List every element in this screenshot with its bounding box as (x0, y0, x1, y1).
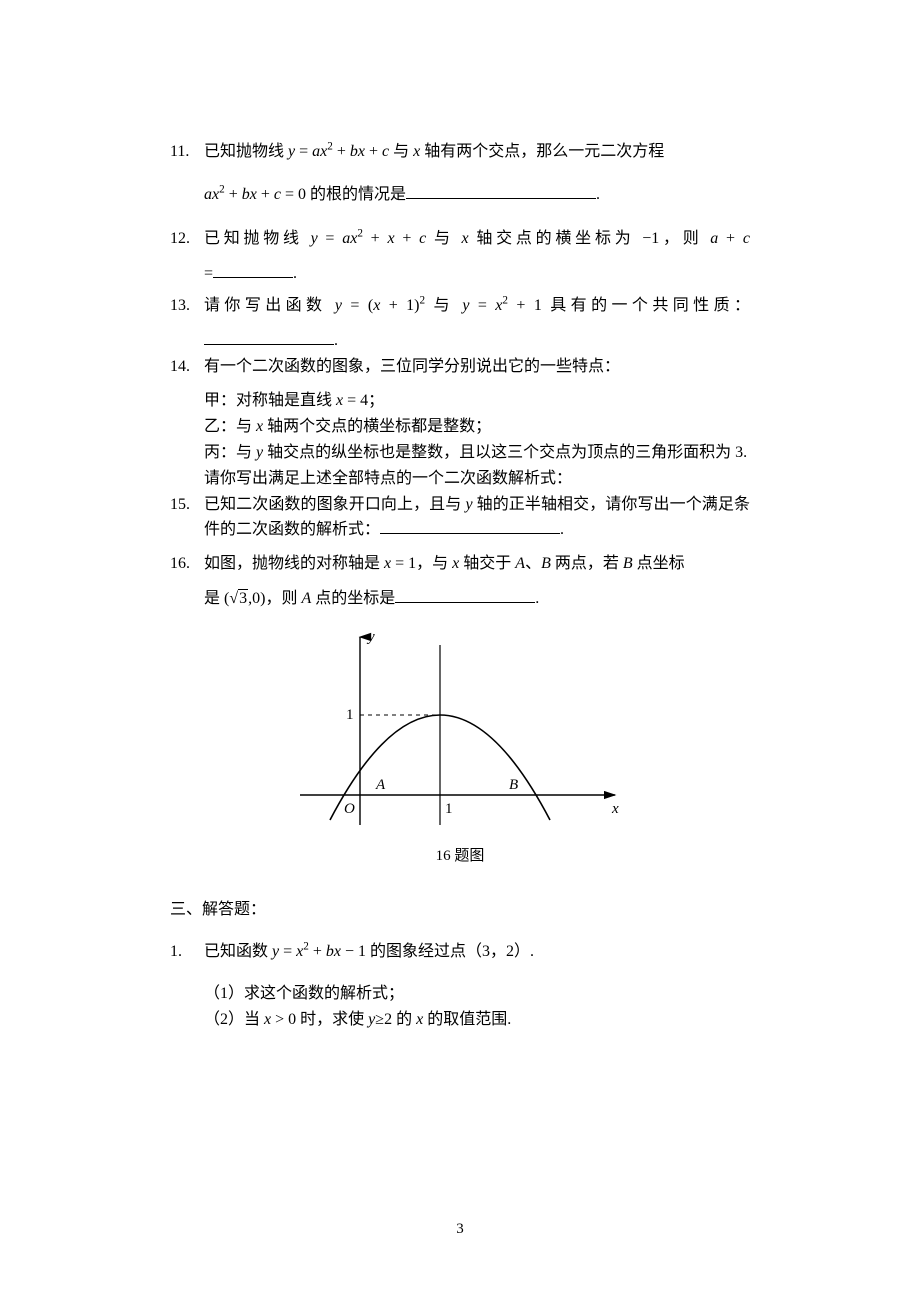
q14-yi: 乙：与 x 轴两个交点的横坐标都是整数； (204, 415, 750, 439)
question-13-line2: . (204, 328, 750, 353)
question-number: 1. (170, 940, 204, 964)
question-body: 已知抛物线 y = ax2 + bx + c 与 x 轴有两个交点，那么一元二次… (204, 140, 750, 207)
question-11: 11. 已知抛物线 y = ax2 + bx + c 与 x 轴有两个交点，那么… (170, 140, 750, 207)
s3-q1-part1: （1）求这个函数的解析式； (204, 982, 750, 1006)
tick-1-x: 1 (445, 801, 453, 817)
question-12-line2: =. (204, 261, 750, 286)
figure-16: y x O 1 1 A B 16 题图 (170, 625, 750, 868)
fill-blank[interactable] (406, 182, 596, 199)
question-body: 已知抛物线 y = ax2 + x + c 与 x 轴交点的横坐标为 −1，则 … (204, 227, 750, 251)
question-15: 15. 已知二次函数的图象开口向上，且与 y 轴的正半轴相交，请你写出一个满足条… (170, 493, 750, 542)
question-body: 已知二次函数的图象开口向上，且与 y 轴的正半轴相交，请你写出一个满足条件的二次… (204, 493, 750, 542)
q14-jia: 甲：对称轴是直线 x = 4； (204, 389, 750, 413)
tick-1-y: 1 (346, 707, 354, 723)
question-number: 16. (170, 552, 204, 576)
question-16-line2: 是 (√3,0)，则 A 点的坐标是. (204, 586, 750, 611)
s3-q1-part2: （2）当 x > 0 时，求使 y≥2 的 x 的取值范围. (204, 1008, 750, 1032)
fill-blank[interactable] (380, 517, 560, 534)
question-12: 12. 已知抛物线 y = ax2 + x + c 与 x 轴交点的横坐标为 −… (170, 227, 750, 251)
question-14: 14. 有一个二次函数的图象，三位同学分别说出它的一些特点： (170, 355, 750, 379)
question-16: 16. 如图，抛物线的对称轴是 x = 1，与 x 轴交于 A、B 两点，若 B… (170, 552, 750, 576)
question-body: 如图，抛物线的对称轴是 x = 1，与 x 轴交于 A、B 两点，若 B 点坐标 (204, 552, 750, 576)
fill-blank[interactable] (395, 586, 535, 603)
page: 11. 已知抛物线 y = ax2 + bx + c 与 x 轴有两个交点，那么… (0, 0, 920, 1300)
page-number: 3 (0, 1218, 920, 1241)
section-3-heading: 三、解答题： (170, 898, 750, 922)
point-A-label: A (375, 777, 386, 793)
question-13: 13. 请你写出函数 y = (x + 1)2 与 y = x2 + 1 具有的… (170, 294, 750, 318)
question-body: 有一个二次函数的图象，三位同学分别说出它的一些特点： (204, 355, 750, 379)
question-number: 15. (170, 493, 204, 542)
q14-last: 请你写出满足上述全部特点的一个二次函数解析式： (204, 467, 750, 491)
parabola-diagram: y x O 1 1 A B (290, 625, 630, 835)
q14-bing: 丙：与 y 轴交点的纵坐标也是整数，且以这三个交点为顶点的三角形面积为 3. (204, 441, 750, 465)
sqrt-icon: √3 (229, 587, 248, 611)
figure-caption: 16 题图 (170, 845, 750, 868)
fill-blank[interactable] (204, 328, 334, 345)
question-body: 请你写出函数 y = (x + 1)2 与 y = x2 + 1 具有的一个共同… (204, 294, 750, 318)
question-number: 12. (170, 227, 204, 251)
origin-label: O (344, 801, 355, 817)
s3-question-1: 1. 已知函数 y = x2 + bx − 1 的图象经过点（3，2）. (170, 940, 750, 964)
fill-blank[interactable] (213, 261, 293, 278)
y-axis-label: y (366, 629, 375, 645)
question-number: 13. (170, 294, 204, 318)
question-number: 14. (170, 355, 204, 379)
point-B-label: B (509, 777, 518, 793)
x-axis-label: x (611, 801, 619, 817)
question-body: 已知函数 y = x2 + bx − 1 的图象经过点（3，2）. (204, 940, 750, 964)
question-number: 11. (170, 140, 204, 207)
